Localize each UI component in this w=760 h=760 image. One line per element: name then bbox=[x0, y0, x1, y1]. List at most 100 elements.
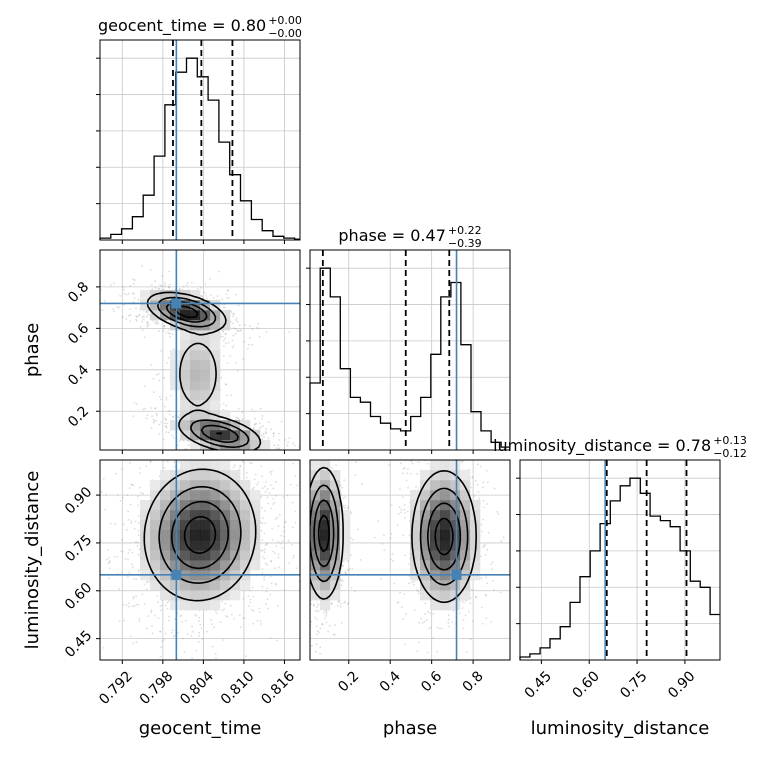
sample-point bbox=[137, 553, 140, 556]
sample-point bbox=[474, 480, 477, 482]
sample-point bbox=[399, 591, 401, 594]
sample-point bbox=[307, 525, 309, 527]
sample-point bbox=[160, 421, 163, 424]
sample-point bbox=[436, 650, 438, 653]
density-cell bbox=[230, 520, 241, 531]
sample-point bbox=[486, 582, 489, 585]
sample-point bbox=[286, 444, 289, 447]
sample-point bbox=[147, 313, 150, 316]
sample-point bbox=[235, 416, 238, 419]
sample-point bbox=[413, 580, 415, 583]
density-cell bbox=[220, 430, 231, 441]
sample-point bbox=[302, 520, 304, 522]
sample-point bbox=[318, 631, 321, 634]
sample-point bbox=[132, 278, 135, 281]
sample-point bbox=[487, 481, 489, 483]
sample-point bbox=[127, 518, 130, 521]
sample-point bbox=[251, 408, 254, 411]
sample-point bbox=[220, 457, 222, 459]
density-cell bbox=[140, 500, 151, 511]
sample-point bbox=[271, 503, 274, 505]
sample-point bbox=[108, 560, 111, 563]
density-cell bbox=[220, 580, 231, 591]
sample-point bbox=[141, 329, 144, 331]
sample-point bbox=[152, 320, 155, 322]
sample-point bbox=[308, 505, 310, 507]
sample-point bbox=[135, 307, 137, 310]
sample-point bbox=[154, 286, 157, 289]
density-cell bbox=[200, 350, 211, 361]
sample-point bbox=[277, 604, 279, 607]
sample-point bbox=[191, 625, 193, 628]
sample-point bbox=[159, 284, 162, 286]
sample-point bbox=[437, 450, 439, 452]
density-cell bbox=[150, 500, 161, 511]
density-cell bbox=[170, 420, 181, 431]
sample-point bbox=[93, 510, 95, 512]
sample-point bbox=[266, 564, 268, 566]
sample-point bbox=[258, 427, 261, 430]
sample-point bbox=[242, 455, 244, 457]
contour-level-1 bbox=[143, 468, 257, 602]
sample-point bbox=[306, 481, 308, 483]
sample-point bbox=[157, 322, 160, 325]
sample-point bbox=[266, 543, 268, 545]
sample-point bbox=[254, 423, 257, 425]
sample-point bbox=[226, 289, 229, 292]
sample-point bbox=[98, 623, 100, 625]
sample-point bbox=[237, 370, 239, 372]
sample-point bbox=[239, 465, 241, 468]
sample-point bbox=[249, 601, 252, 604]
sample-point bbox=[232, 466, 235, 469]
density-cell bbox=[200, 550, 211, 561]
sample-point bbox=[344, 572, 347, 575]
sample-point bbox=[114, 522, 117, 525]
sample-point bbox=[325, 611, 328, 614]
sample-point bbox=[251, 458, 253, 460]
sample-point bbox=[308, 446, 310, 448]
sample-point bbox=[379, 577, 382, 580]
sample-point bbox=[261, 568, 264, 570]
sample-point bbox=[253, 454, 255, 456]
sample-point bbox=[163, 324, 166, 327]
density-cell bbox=[210, 540, 221, 551]
sample-point bbox=[164, 632, 167, 635]
sample-point bbox=[191, 657, 194, 660]
sample-point bbox=[117, 306, 120, 309]
sample-point bbox=[340, 584, 343, 587]
sample-point bbox=[225, 293, 228, 296]
sample-point bbox=[485, 470, 488, 472]
sample-point bbox=[307, 606, 309, 608]
sample-point bbox=[225, 333, 227, 336]
sample-point bbox=[424, 613, 426, 615]
sample-point bbox=[271, 527, 273, 530]
density-cell bbox=[180, 290, 191, 301]
sample-point bbox=[281, 547, 284, 549]
sample-point bbox=[163, 376, 165, 379]
sample-point bbox=[491, 568, 493, 571]
sample-point bbox=[109, 522, 112, 525]
sample-point bbox=[264, 431, 267, 433]
sample-point bbox=[288, 437, 291, 440]
sample-point bbox=[417, 461, 420, 464]
sample-point bbox=[102, 478, 105, 480]
sample-point bbox=[165, 418, 167, 421]
sample-point bbox=[388, 464, 391, 467]
sample-point bbox=[490, 621, 493, 623]
density-cell bbox=[200, 590, 211, 601]
density-cell bbox=[170, 510, 181, 521]
density-cell bbox=[240, 500, 251, 511]
sample-point bbox=[346, 569, 349, 571]
sample-point bbox=[127, 558, 129, 561]
sample-point bbox=[339, 605, 342, 608]
sample-point bbox=[255, 422, 257, 425]
sample-point bbox=[356, 528, 359, 531]
sample-point bbox=[157, 601, 159, 604]
sample-point bbox=[146, 414, 149, 417]
density-cell bbox=[190, 320, 201, 331]
sample-point bbox=[166, 601, 169, 604]
sample-point bbox=[156, 321, 158, 324]
sample-point bbox=[167, 600, 170, 603]
sample-point bbox=[402, 468, 405, 470]
sample-point bbox=[290, 456, 292, 458]
